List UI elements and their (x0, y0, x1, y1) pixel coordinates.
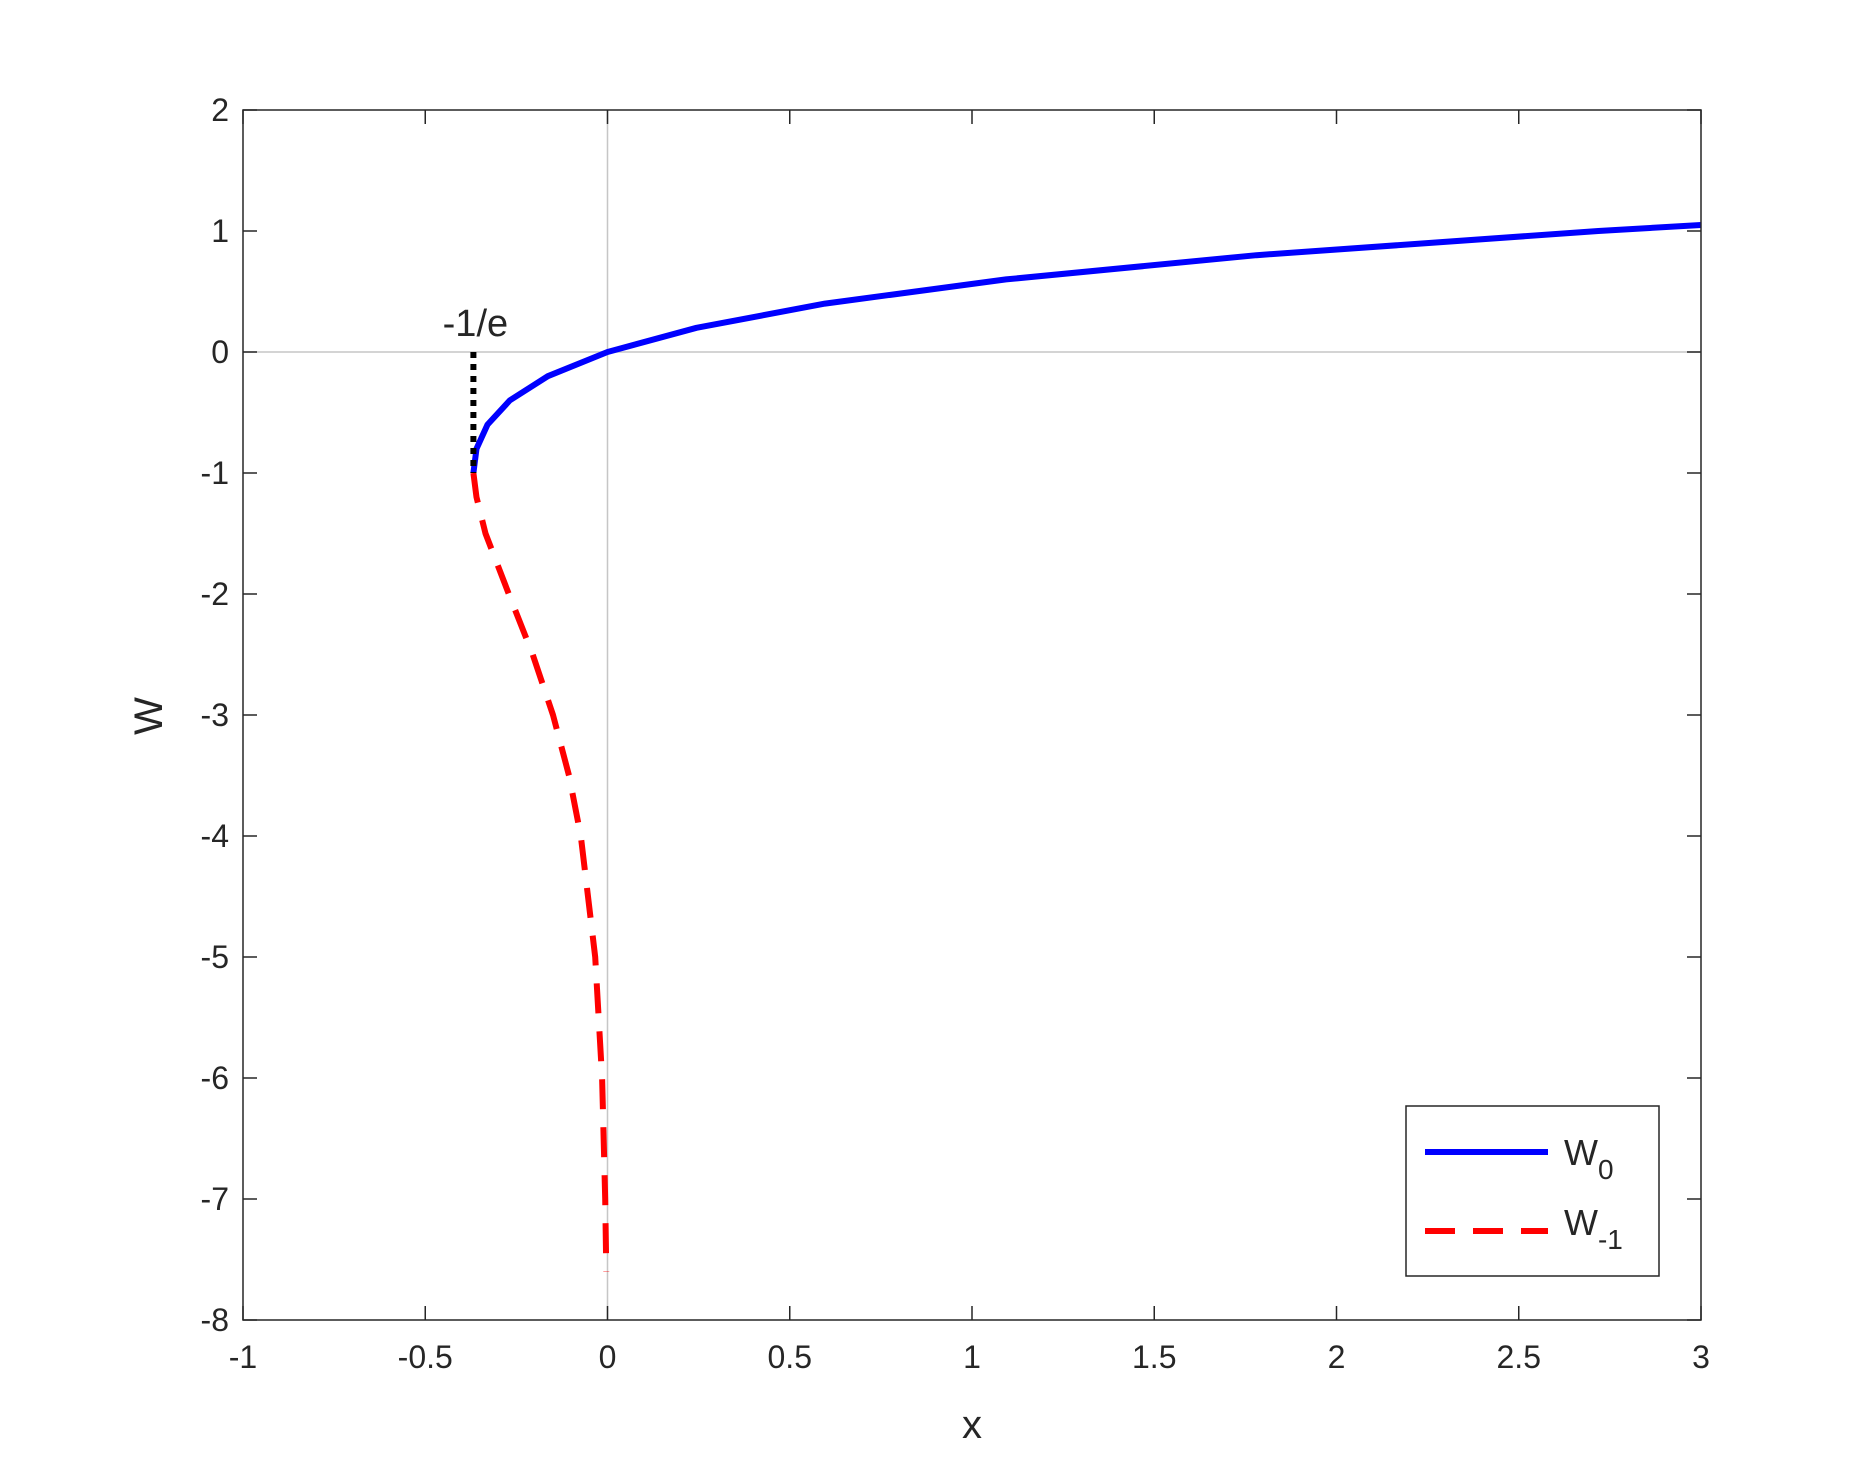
x-tick-label: -1 (229, 1339, 257, 1375)
legend-box (1405, 1105, 1660, 1277)
annotation-layer: -1/e (443, 303, 508, 473)
y-tick-label: -7 (201, 1181, 229, 1217)
x-tick-labels: -1 -0.5 0 0.5 1 1.5 2 2.5 3 (229, 1339, 1710, 1375)
axes-box (242, 109, 1702, 1321)
y-tick-labels: 2 1 0 -1 -2 -3 -4 -5 -6 -7 -8 (201, 92, 229, 1338)
legend-label-w0-name: W (1564, 1132, 1598, 1173)
x-tick-label: 0 (599, 1339, 617, 1375)
legend-label-w-1-name: W (1564, 1202, 1598, 1243)
zero-lines (243, 110, 1701, 1320)
annotation-label: -1/e (443, 303, 508, 345)
x-tick-label: 0.5 (768, 1339, 812, 1375)
y-tick-label: -6 (201, 1060, 229, 1096)
x-axis-label: x (962, 1403, 982, 1447)
series-line-W0 (470, 222, 1702, 474)
y-tick-label: -1 (201, 455, 229, 491)
y-axis-label: W (127, 697, 171, 735)
y-tick-label: -8 (201, 1302, 229, 1338)
x-tick-label: -0.5 (398, 1339, 453, 1375)
legend-label-w0-subscript: 0 (1598, 1154, 1614, 1185)
legend: W0 W-1 (1405, 1105, 1660, 1277)
series-line-W-1 (470, 472, 610, 1272)
y-tick-label: -2 (201, 576, 229, 612)
x-tick-label: 1 (963, 1339, 981, 1375)
legend-label-w-1-subscript: -1 (1598, 1224, 1623, 1255)
y-tick-label: 0 (211, 334, 229, 370)
x-tick-label: 3 (1692, 1339, 1710, 1375)
y-tick-label: 2 (211, 92, 229, 128)
series-layer (470, 222, 1702, 1272)
legend-label-w-1: W-1 (1564, 1202, 1623, 1255)
x-tick-label: 1.5 (1132, 1339, 1176, 1375)
y-tick-label: -5 (201, 939, 229, 975)
y-tick-label: -3 (201, 697, 229, 733)
y-tick-label: 1 (211, 213, 229, 249)
x-tick-label: 2.5 (1497, 1339, 1541, 1375)
y-tick-label: -4 (201, 818, 229, 854)
legend-label-w0: W0 (1564, 1132, 1614, 1185)
x-tick-label: 2 (1328, 1339, 1346, 1375)
